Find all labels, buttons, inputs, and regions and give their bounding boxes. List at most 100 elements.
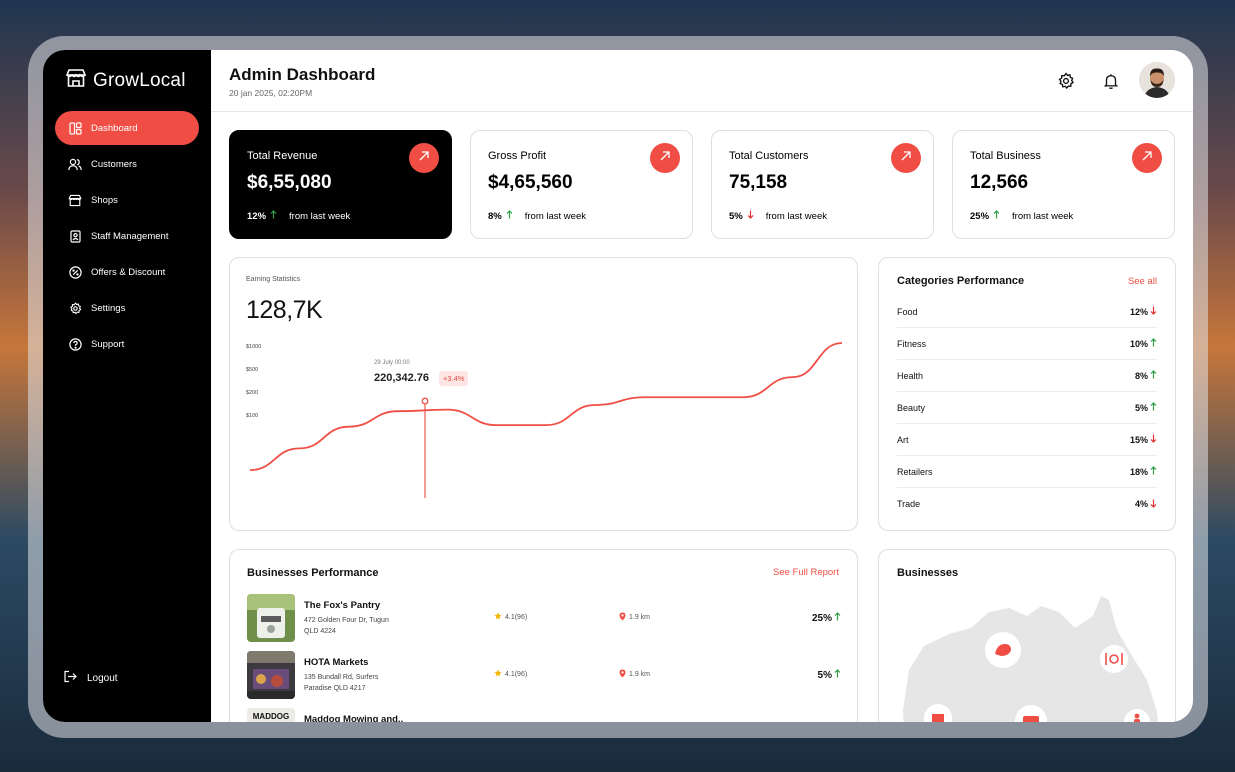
sidebar-item-support[interactable]: Support bbox=[55, 327, 199, 361]
store-marker[interactable] bbox=[924, 704, 952, 722]
table-row[interactable]: MADDOG Maddog Mowing and.. bbox=[247, 708, 841, 722]
businesses-performance-card: Businesses Performance See Full Report T… bbox=[229, 549, 858, 722]
earning-line bbox=[249, 342, 843, 471]
logout-icon bbox=[63, 670, 77, 686]
business-distance: 1.9 km bbox=[619, 612, 650, 623]
open-total-business-button[interactable] bbox=[1132, 143, 1162, 173]
arrow-up-right-icon bbox=[1141, 149, 1153, 167]
table-row[interactable]: HOTA Markets 135 Bundall Rd, Surfers Para… bbox=[247, 651, 841, 699]
business-thumbnail bbox=[247, 651, 295, 699]
restaurant-marker[interactable] bbox=[1100, 645, 1128, 673]
business-thumbnail: MADDOG bbox=[247, 708, 295, 722]
y-tick-label: $200 bbox=[246, 390, 259, 396]
earning-chart[interactable] bbox=[230, 258, 859, 532]
category-row-beauty[interactable]: Beauty 5% bbox=[897, 392, 1157, 424]
stat-label: Total Customers bbox=[729, 150, 809, 162]
location-pin-icon bbox=[619, 669, 626, 680]
category-row-food[interactable]: Food 12% bbox=[897, 296, 1157, 328]
avatar[interactable] bbox=[1139, 62, 1175, 98]
stat-change-pct: 8% bbox=[488, 210, 502, 222]
open-gross-profit-button[interactable] bbox=[650, 143, 680, 173]
arrow-up-right-icon bbox=[418, 149, 430, 167]
y-tick-label: $1000 bbox=[246, 344, 262, 350]
australia-map[interactable] bbox=[879, 550, 1176, 722]
users-icon bbox=[68, 157, 82, 171]
section-title: Businesses bbox=[897, 567, 959, 579]
arrow-up-icon bbox=[1150, 402, 1157, 413]
stat-card-total-business[interactable]: Total Business 12,566 25% from last week bbox=[952, 130, 1175, 239]
tooltip-change-badge: +3.4% bbox=[439, 371, 469, 386]
storefront-icon bbox=[65, 68, 87, 93]
category-row-retailers[interactable]: Retailers 18% bbox=[897, 456, 1157, 488]
page-header: Admin Dashboard 20 jan 2025, 02:20PM bbox=[211, 50, 1193, 112]
business-address: 135 Bundall Rd, Surfers Paradise QLD 4217 bbox=[304, 674, 379, 692]
category-name: Retailers bbox=[897, 466, 933, 477]
stat-change: 8% from last week bbox=[488, 210, 586, 222]
category-pct: 5% bbox=[1135, 402, 1157, 413]
category-row-trade[interactable]: Trade 4% bbox=[897, 488, 1157, 520]
chart-tooltip: 29 July 00:00 220,342.76 +3.4% bbox=[368, 353, 480, 395]
arrow-up-right-icon bbox=[659, 149, 671, 167]
sidebar-item-label: Dashboard bbox=[91, 122, 138, 134]
logo[interactable]: GrowLocal bbox=[65, 68, 186, 93]
sidebar-item-staff-management[interactable]: Staff Management bbox=[55, 219, 199, 253]
sidebar-nav: Dashboard Customers Shops Staff Manageme… bbox=[55, 111, 199, 363]
person-marker[interactable] bbox=[1124, 709, 1150, 722]
stat-change-pct: 25% bbox=[970, 210, 990, 222]
open-total-revenue-button[interactable] bbox=[409, 143, 439, 173]
tooltip-value: 220,342.76 bbox=[374, 372, 430, 384]
category-pct: 10% bbox=[1130, 338, 1157, 349]
sidebar-item-shops[interactable]: Shops bbox=[55, 183, 199, 217]
table-row[interactable]: The Fox's Pantry 472 Golden Four Dr, Tug… bbox=[247, 594, 841, 642]
tooltip-point[interactable] bbox=[421, 397, 429, 405]
stat-label: Total Business bbox=[970, 150, 1041, 162]
stat-change-pct: 12% bbox=[247, 210, 267, 222]
stat-change-note: from last week bbox=[524, 210, 586, 222]
category-name: Health bbox=[897, 370, 924, 381]
sidebar-item-customers[interactable]: Customers bbox=[55, 147, 199, 181]
stat-card-total-revenue[interactable]: Total Revenue $6,55,080 12% from last we… bbox=[229, 130, 452, 239]
bell-icon[interactable] bbox=[1102, 72, 1120, 90]
logout-button[interactable]: Logout bbox=[63, 670, 118, 686]
location-pin-icon bbox=[619, 612, 626, 623]
arrow-up-icon bbox=[1150, 370, 1157, 381]
camera-marker[interactable] bbox=[1015, 705, 1047, 722]
arrow-up-icon bbox=[834, 669, 841, 681]
star-icon bbox=[494, 669, 502, 679]
stat-card-total-customers[interactable]: Total Customers 75,158 5% from last week bbox=[711, 130, 934, 239]
fitness-marker[interactable] bbox=[985, 632, 1021, 668]
sidebar-item-offers-discount[interactable]: Offers & Discount bbox=[55, 255, 199, 289]
category-row-fitness[interactable]: Fitness 10% bbox=[897, 328, 1157, 360]
stat-value: 12,566 bbox=[970, 172, 1029, 193]
stat-change-note: from last week bbox=[289, 210, 351, 222]
discount-icon bbox=[68, 265, 82, 279]
sidebar-item-dashboard[interactable]: Dashboard bbox=[55, 111, 199, 145]
open-total-customers-button[interactable] bbox=[891, 143, 921, 173]
sidebar-item-settings[interactable]: Settings bbox=[55, 291, 199, 325]
stat-card-gross-profit[interactable]: Gross Profit $4,65,560 8% from last week bbox=[470, 130, 693, 239]
category-row-art[interactable]: Art 15% bbox=[897, 424, 1157, 456]
section-title: Businesses Performance bbox=[247, 567, 379, 579]
logout-label: Logout bbox=[87, 672, 118, 684]
see-full-report-link[interactable]: See Full Report bbox=[772, 567, 839, 578]
shop-icon bbox=[68, 193, 82, 207]
gear-icon[interactable] bbox=[1057, 72, 1075, 90]
see-all-link[interactable]: See all bbox=[1127, 276, 1157, 287]
app-name: GrowLocal bbox=[93, 69, 186, 91]
id-badge-icon bbox=[68, 229, 82, 243]
arrow-down-icon bbox=[747, 210, 754, 222]
stat-change-note: from last week bbox=[765, 210, 827, 222]
category-pct: 15% bbox=[1130, 434, 1157, 445]
earning-statistics-card: Earning Statistics 128,7K $1000 $500 $20… bbox=[229, 257, 858, 531]
sidebar-item-label: Staff Management bbox=[91, 230, 169, 242]
app-window: GrowLocal Dashboard Customers Shops bbox=[43, 50, 1193, 722]
business-growth: 25% bbox=[812, 612, 841, 624]
svg-text:MADDOG: MADDOG bbox=[253, 712, 289, 721]
category-row-health[interactable]: Health 8% bbox=[897, 360, 1157, 392]
category-pct: 4% bbox=[1135, 499, 1157, 510]
category-pct: 12% bbox=[1130, 306, 1157, 317]
business-distance: 1.9 km bbox=[619, 669, 650, 680]
arrow-down-icon bbox=[1150, 306, 1157, 317]
dashboard-icon bbox=[68, 121, 82, 135]
businesses-map-card: Businesses bbox=[878, 549, 1176, 722]
